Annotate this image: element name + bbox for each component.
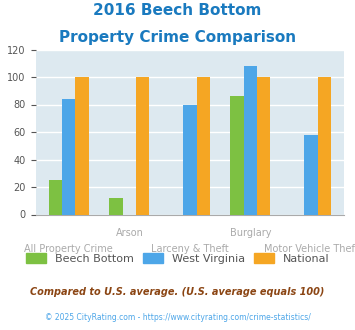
Bar: [49, 180, 62, 214]
Text: Compared to U.S. average. (U.S. average equals 100): Compared to U.S. average. (U.S. average …: [30, 287, 325, 297]
Text: Burglary: Burglary: [230, 228, 271, 238]
Text: Larceny & Theft: Larceny & Theft: [151, 244, 229, 254]
Bar: [183, 105, 197, 214]
Bar: [197, 77, 210, 214]
Text: Motor Vehicle Theft: Motor Vehicle Theft: [264, 244, 355, 254]
Legend: Beech Bottom, West Virginia, National: Beech Bottom, West Virginia, National: [26, 253, 329, 264]
Text: 2016 Beech Bottom: 2016 Beech Bottom: [93, 3, 262, 18]
Bar: [76, 77, 89, 214]
Bar: [136, 77, 149, 214]
Bar: [244, 66, 257, 214]
Bar: [257, 77, 271, 214]
Bar: [304, 135, 318, 214]
Bar: [62, 99, 76, 214]
Bar: [230, 96, 244, 214]
Text: All Property Crime: All Property Crime: [24, 244, 113, 254]
Text: Arson: Arson: [115, 228, 143, 238]
Text: Property Crime Comparison: Property Crime Comparison: [59, 30, 296, 45]
Text: © 2025 CityRating.com - https://www.cityrating.com/crime-statistics/: © 2025 CityRating.com - https://www.city…: [45, 314, 310, 322]
Bar: [109, 198, 123, 214]
Bar: [318, 77, 331, 214]
